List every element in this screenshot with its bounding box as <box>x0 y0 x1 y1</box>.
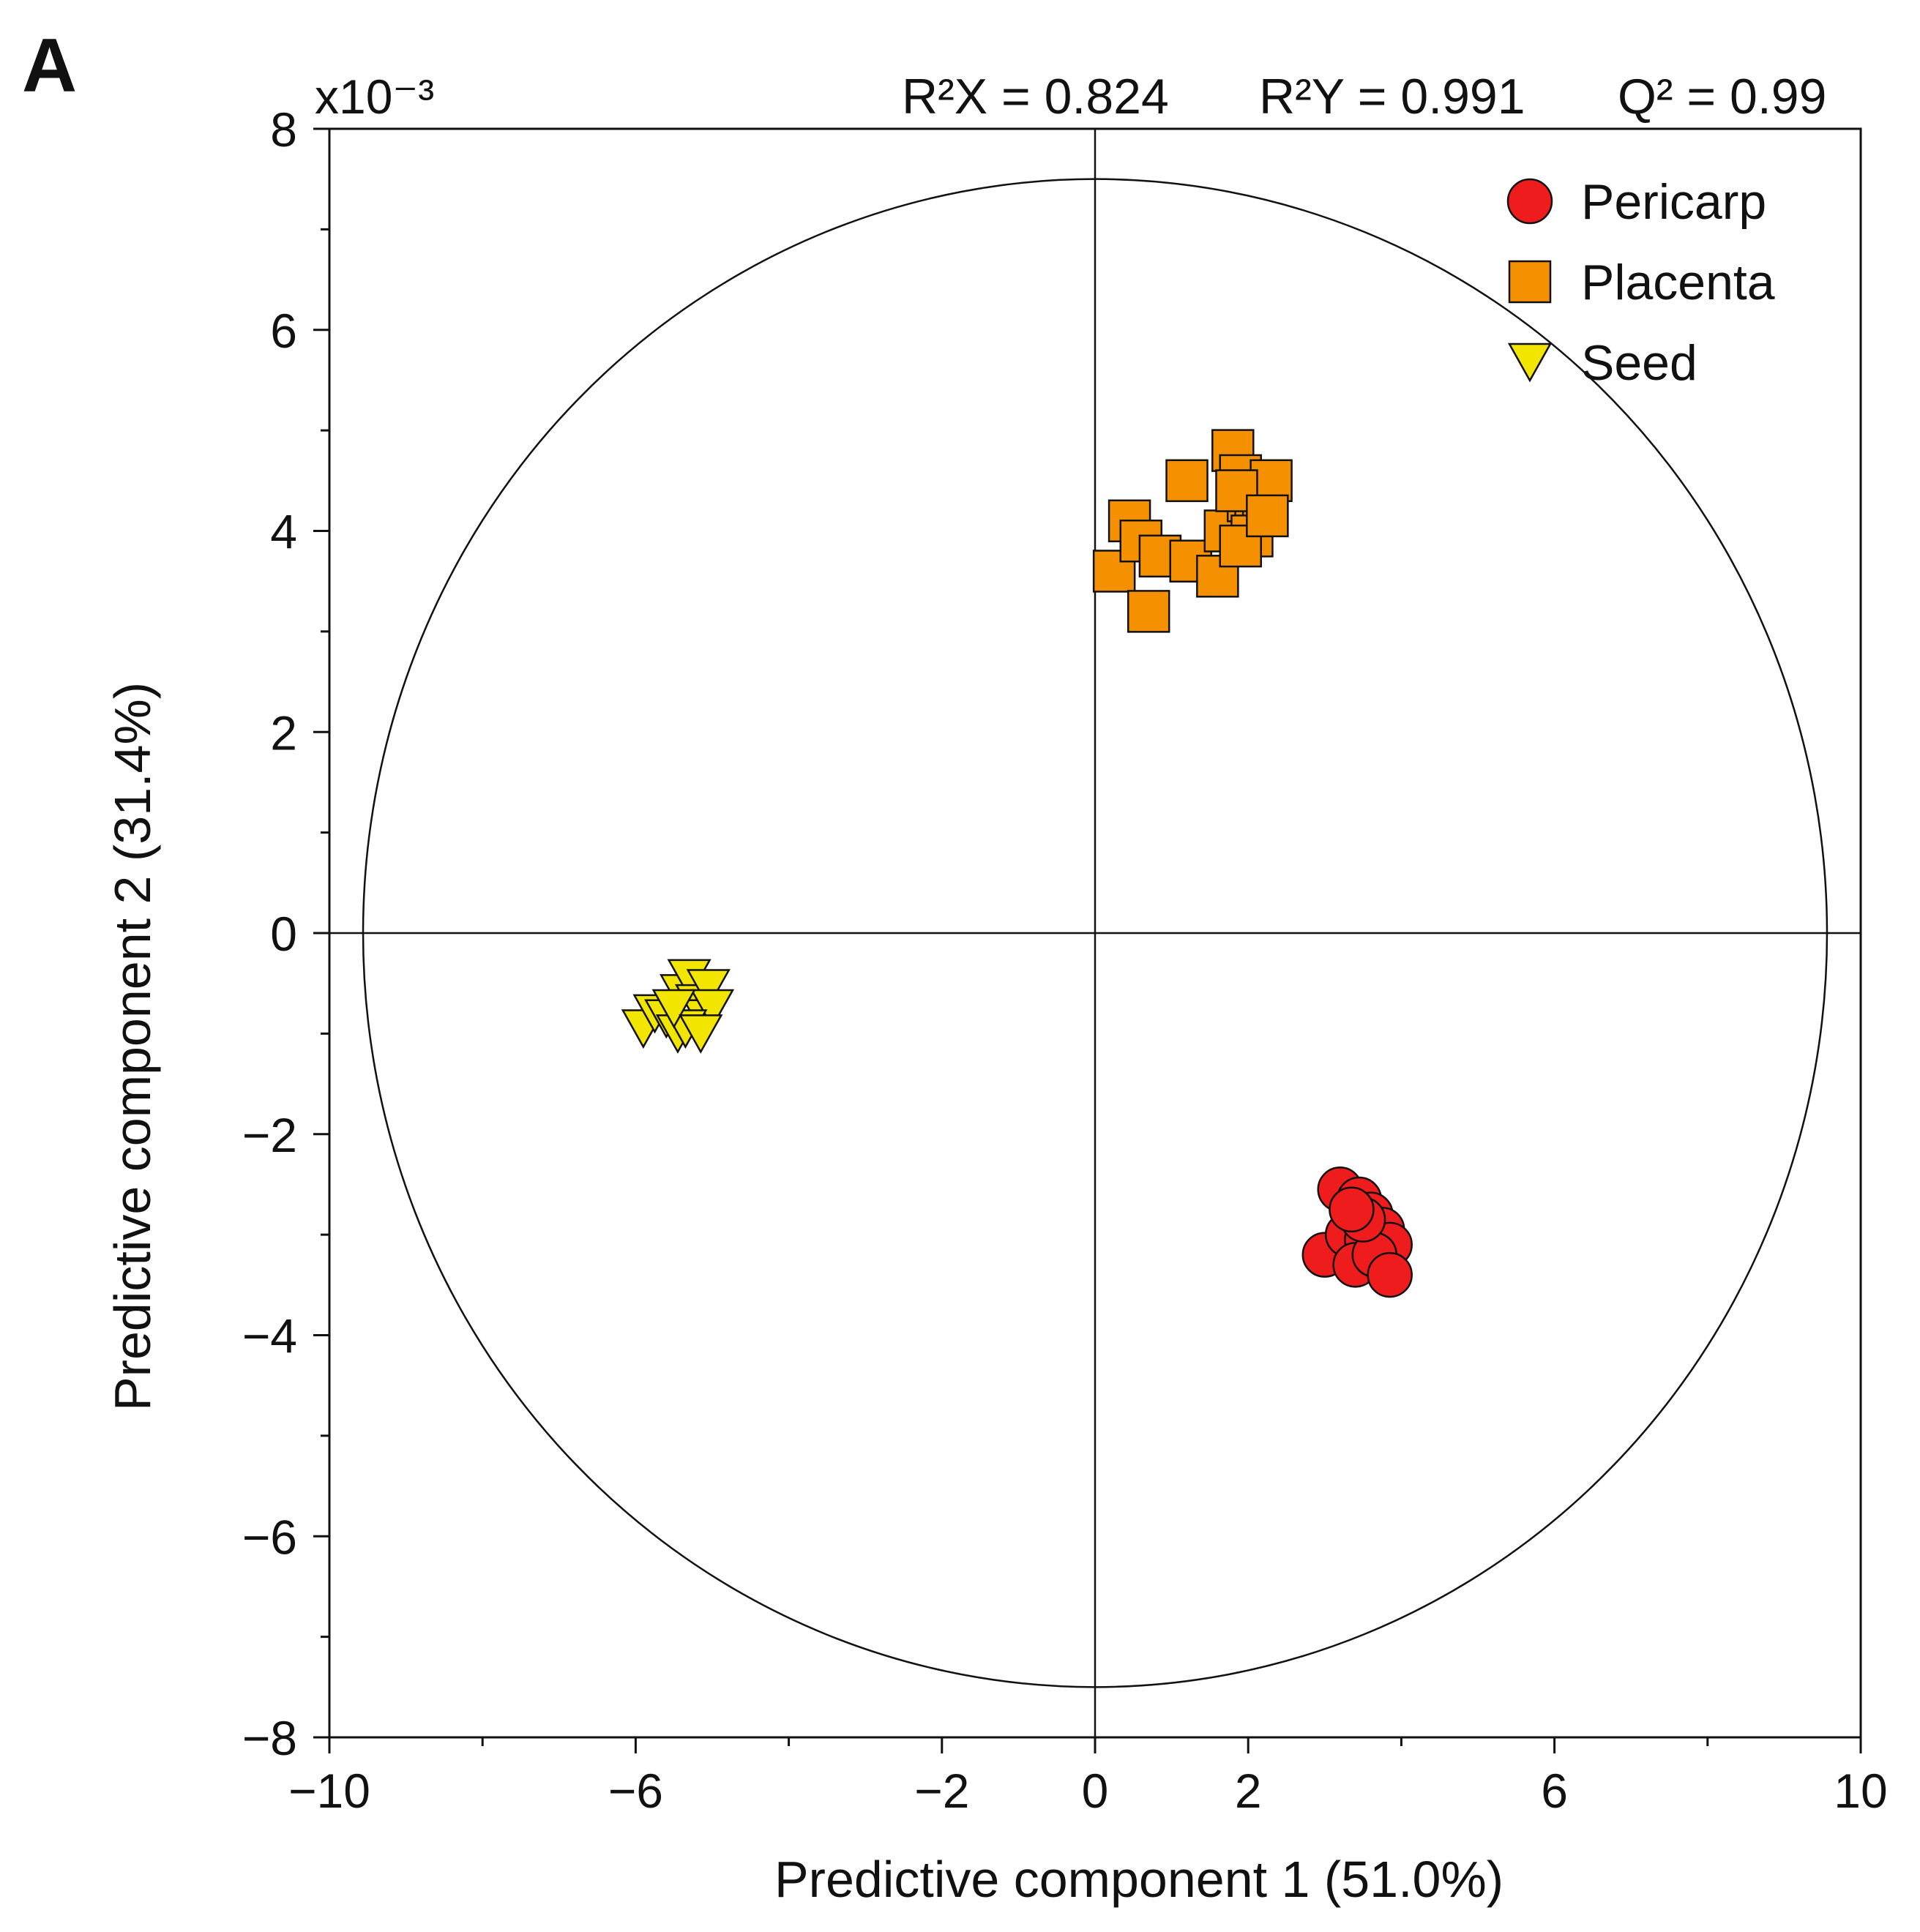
x-tick-label: 2 <box>1235 1764 1262 1818</box>
pericarp-point <box>1329 1186 1375 1233</box>
y-tick-label: −8 <box>242 1711 297 1765</box>
x-tick-label: 0 <box>1082 1764 1109 1818</box>
y-tick-label: 2 <box>270 705 297 760</box>
x-tick-label: 6 <box>1541 1764 1568 1818</box>
seed-point <box>651 989 696 1029</box>
y-tick-label: 6 <box>270 304 297 358</box>
legend: Pericarp Placenta Seed <box>1506 174 1775 391</box>
y-tick-label: −6 <box>242 1510 297 1564</box>
y-tick-label: 4 <box>270 505 297 559</box>
legend-marker-pericarp <box>1506 178 1553 225</box>
x-tick-label: −10 <box>288 1764 370 1818</box>
seed-point <box>690 989 735 1029</box>
y-tick-label: −4 <box>242 1309 297 1363</box>
y-tick-label: 0 <box>270 907 297 961</box>
confidence-ellipse <box>362 178 1829 1688</box>
seed-point <box>679 1014 723 1054</box>
placenta-point <box>1246 494 1289 538</box>
y-tick-label: 8 <box>270 102 297 157</box>
legend-marker-placenta <box>1508 260 1552 304</box>
pericarp-point <box>1367 1251 1413 1298</box>
stat-r2y: R²Y = 0.991 <box>1259 69 1525 124</box>
x-axis-title: Predictive component 1 (51.0%) <box>774 1851 1503 1908</box>
placenta-point <box>1127 590 1170 633</box>
series-seed <box>621 959 735 1054</box>
series-pericarp <box>1301 1167 1413 1298</box>
x-tick-label: 10 <box>1834 1764 1887 1818</box>
y-tick-label: −2 <box>242 1108 297 1162</box>
panel-label: A <box>22 23 77 108</box>
placenta-point <box>1165 459 1209 503</box>
legend-label-seed: Seed <box>1581 335 1697 391</box>
y-axis-title: Predictive component 2 (31.4%) <box>104 682 161 1411</box>
x-tick-label: −2 <box>914 1764 969 1818</box>
legend-label-placenta: Placenta <box>1581 255 1775 310</box>
legend-label-pericarp: Pericarp <box>1581 174 1766 230</box>
x-tick-label: −6 <box>608 1764 663 1818</box>
seed-point <box>686 969 731 1009</box>
plot-area: −10 −6 −2 0 2 6 10 −8 −6 −4 −2 0 2 4 6 8 <box>242 102 1888 1818</box>
series-placenta <box>1092 429 1293 633</box>
stat-r2x: R²X = 0.824 <box>902 69 1169 124</box>
stat-q2: Q² = 0.99 <box>1618 69 1826 124</box>
y-multiplier-label: x10⁻³ <box>315 70 434 124</box>
legend-marker-seed <box>1507 342 1553 383</box>
